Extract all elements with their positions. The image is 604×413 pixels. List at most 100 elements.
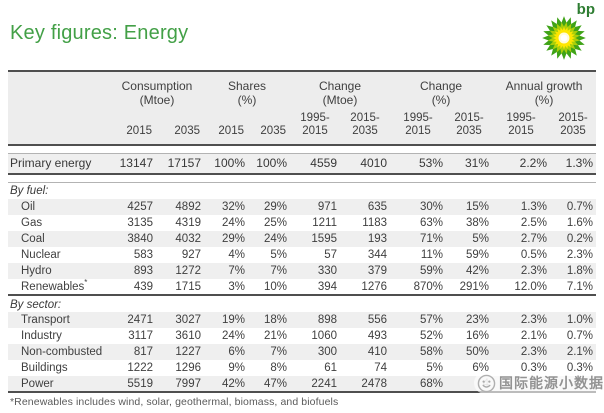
column-group-shares: Shares (%): [204, 70, 290, 108]
cell: 1.0%: [550, 312, 597, 328]
key-figures-table: Consumption (Mtoe) Shares (%) Change (Mt…: [8, 70, 597, 393]
cell: 42%: [446, 263, 493, 279]
cell: 9%: [228, 362, 245, 374]
cell: 3117: [128, 330, 153, 342]
cell: 6%: [204, 344, 248, 360]
column-group-unit: (%): [534, 93, 554, 107]
cell: 11%: [420, 249, 444, 261]
column-header: 2015: [110, 108, 156, 146]
cell: 330: [290, 263, 340, 279]
table-row: Hydro 893 1272 7% 7% 330 379 59% 42% 2.3% 1.8%: [8, 263, 597, 279]
cell: 0.5%: [520, 249, 548, 261]
cell: 24%: [221, 330, 245, 342]
cell: 2.7%: [492, 231, 551, 247]
cell: 1.8%: [550, 263, 597, 279]
cell: 50%: [446, 344, 493, 360]
cell: 3135: [127, 217, 153, 229]
cell: 344: [367, 249, 388, 261]
cell: 59%: [390, 263, 447, 279]
column-group-consumption: Consumption (Mtoe): [110, 70, 204, 108]
cell: 1.3%: [550, 153, 597, 175]
table-row: Oil 4257 4892 32% 29% 971 635 30% 15% 1.3% 0.7%: [8, 199, 597, 215]
corner-cell: [8, 70, 110, 108]
cell: 0.7%: [566, 330, 594, 342]
cell: 17157: [156, 153, 204, 175]
cell: 4559: [290, 153, 340, 175]
table-row: [8, 145, 597, 154]
bp-helios-icon: [542, 16, 586, 60]
cell: 5%: [446, 231, 493, 247]
cell: 2.3%: [492, 312, 551, 328]
cell: 898: [290, 312, 340, 328]
column-header: 1995- 2015: [492, 108, 551, 146]
cell: 6%: [472, 362, 490, 374]
column-header: 2015- 2035: [446, 108, 493, 146]
column-header: 2015- 2035: [340, 108, 391, 146]
table-row: Transport 2471 3027 19% 18% 898 556 57% 23% 2.3% 1…: [8, 312, 597, 328]
cell: 30%: [390, 199, 447, 215]
cell: 1276: [340, 279, 391, 296]
table-row: By sector:: [8, 295, 596, 312]
section-heading: By sector:: [10, 298, 62, 311]
cell: 8%: [270, 362, 287, 374]
section-divider: [8, 145, 597, 154]
cell: 24%: [248, 231, 290, 247]
cell: 1.3%: [492, 199, 551, 215]
column-header: 2035: [248, 108, 290, 146]
cell: 379: [340, 263, 391, 279]
cell: 893: [110, 263, 156, 279]
column-group-title: Change: [420, 79, 463, 93]
cell: 3%: [204, 279, 248, 296]
cell: 57%: [390, 312, 447, 328]
cell: 1222: [127, 362, 153, 374]
cell: 7.1%: [550, 279, 597, 296]
cell: 2.3%: [492, 263, 551, 279]
watermark: 国际能源小数据: [474, 372, 604, 394]
watermark-text: 国际能源小数据: [499, 375, 604, 391]
cell: 29%: [248, 199, 290, 215]
cell: 2241: [290, 376, 340, 393]
row-label: Primary energy: [8, 153, 110, 175]
table-row: Industry 3117 3610 24% 21% 1060 493 52% 16% 2.1% 0…: [8, 328, 596, 344]
column-header: 1995- 2015: [390, 108, 447, 146]
cell: 2471: [110, 312, 156, 328]
cell: 7%: [248, 263, 290, 279]
cell: 100%: [248, 153, 290, 175]
row-label: Non-combusted: [8, 344, 110, 360]
section-divider: [8, 174, 597, 183]
cell: 410: [340, 344, 391, 360]
cell: 1060: [311, 330, 337, 342]
table-row: Non-combusted 817 1227 6% 7% 300 410 58% 50% 2.3%…: [8, 344, 597, 360]
cell: 1296: [175, 362, 201, 374]
cell: 57: [324, 249, 337, 261]
cell: 2.1%: [550, 344, 597, 360]
cell: 32%: [204, 199, 248, 215]
column-group-title: Consumption: [121, 79, 193, 93]
table-row: Buildings 1222 1296 9% 8% 61 74 5% 6% 0.3% 0.3%: [8, 360, 596, 376]
cell: 300: [290, 344, 340, 360]
cell: 2.2%: [492, 153, 551, 175]
cell: 4257: [110, 199, 156, 215]
cell: 16%: [466, 330, 490, 342]
cell: 7%: [248, 344, 290, 360]
cell: 291%: [446, 279, 493, 296]
cell: 870%: [390, 279, 447, 296]
cell: 12.0%: [492, 279, 551, 296]
column-header: 2035: [156, 108, 204, 146]
cell: 5%: [426, 362, 444, 374]
cell: 42%: [204, 376, 248, 393]
cell: 1272: [156, 263, 204, 279]
cell: 0.3%: [566, 362, 594, 374]
cell: 61: [324, 362, 337, 374]
cell: 193: [340, 231, 391, 247]
cell: 58%: [390, 344, 447, 360]
cell: 3610: [175, 330, 201, 342]
cell: 1227: [156, 344, 204, 360]
table-body: Primary energy 13147 17157 100% 100% 4559 4010…: [8, 145, 597, 393]
column-group-unit: (%): [431, 93, 451, 107]
cell: 556: [340, 312, 391, 328]
cell: 18%: [248, 312, 290, 328]
column-group-row: Consumption (Mtoe) Shares (%) Change (Mt…: [8, 70, 597, 108]
row-label: Coal: [8, 231, 110, 247]
